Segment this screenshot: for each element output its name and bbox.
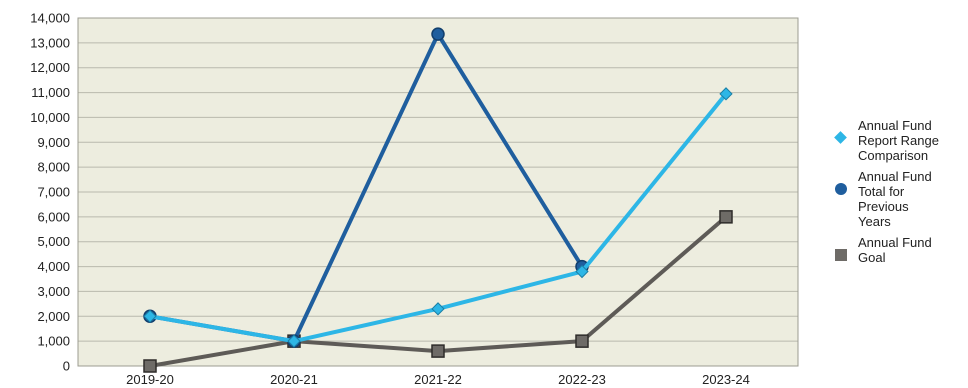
data-point xyxy=(719,87,733,101)
y-tick-label: 9,000 xyxy=(37,135,70,150)
y-tick-label: 3,000 xyxy=(37,284,70,299)
y-tick-label: 12,000 xyxy=(30,60,70,75)
y-tick-label: 1,000 xyxy=(37,334,70,349)
y-axis: 0 1,000 2,000 3,000 4,000 5,000 6,000 7,000 8,00… xyxy=(30,11,70,374)
legend-item: Annual Fund Report Range Comparison xyxy=(832,118,966,163)
series-layer xyxy=(143,27,733,373)
x-axis: 2019-20 2020-21 2021-22 2022-23 2023-24 xyxy=(126,372,750,387)
legend-marker-square xyxy=(832,247,850,263)
y-tick-label: 10,000 xyxy=(30,110,70,125)
data-point xyxy=(431,27,445,41)
legend-item: Annual Fund Goal xyxy=(832,235,966,265)
y-tick-label: 5,000 xyxy=(37,234,70,249)
legend: Annual Fund Report Range Comparison Annua… xyxy=(832,118,966,271)
legend-label: Annual Fund Report Range Comparison xyxy=(858,118,939,163)
data-point xyxy=(575,334,589,348)
y-tick-label: 0 xyxy=(63,359,70,374)
y-tick-label: 13,000 xyxy=(30,35,70,50)
plot-border xyxy=(77,17,799,367)
y-tick-label: 11,000 xyxy=(31,85,70,100)
legend-label: Annual Fund Total for Previous Years xyxy=(858,169,932,229)
legend-label: Annual Fund Goal xyxy=(858,235,932,265)
data-point xyxy=(575,264,589,279)
x-tick-label: 2020-21 xyxy=(270,372,318,387)
data-point xyxy=(143,359,157,373)
series-diamond xyxy=(143,87,733,348)
x-tick-label: 2022-23 xyxy=(558,372,606,387)
x-tick-label: 2023-24 xyxy=(702,372,750,387)
y-tick-label: 8,000 xyxy=(37,160,70,175)
data-point xyxy=(431,344,445,358)
x-tick-label: 2019-20 xyxy=(126,372,174,387)
data-point xyxy=(431,302,445,316)
y-tick-label: 4,000 xyxy=(37,259,70,274)
gridlines xyxy=(77,17,799,367)
x-tick-label: 2021-22 xyxy=(414,372,462,387)
y-tick-label: 7,000 xyxy=(37,185,70,200)
data-point xyxy=(143,309,157,323)
y-tick-label: 2,000 xyxy=(37,309,70,324)
legend-item: Annual Fund Total for Previous Years xyxy=(832,169,966,229)
legend-marker-circle xyxy=(832,181,850,197)
y-tick-label: 14,000 xyxy=(30,11,70,26)
legend-marker-diamond xyxy=(832,130,850,146)
data-point xyxy=(719,210,733,224)
data-point xyxy=(287,334,301,348)
y-tick-label: 6,000 xyxy=(37,209,70,224)
